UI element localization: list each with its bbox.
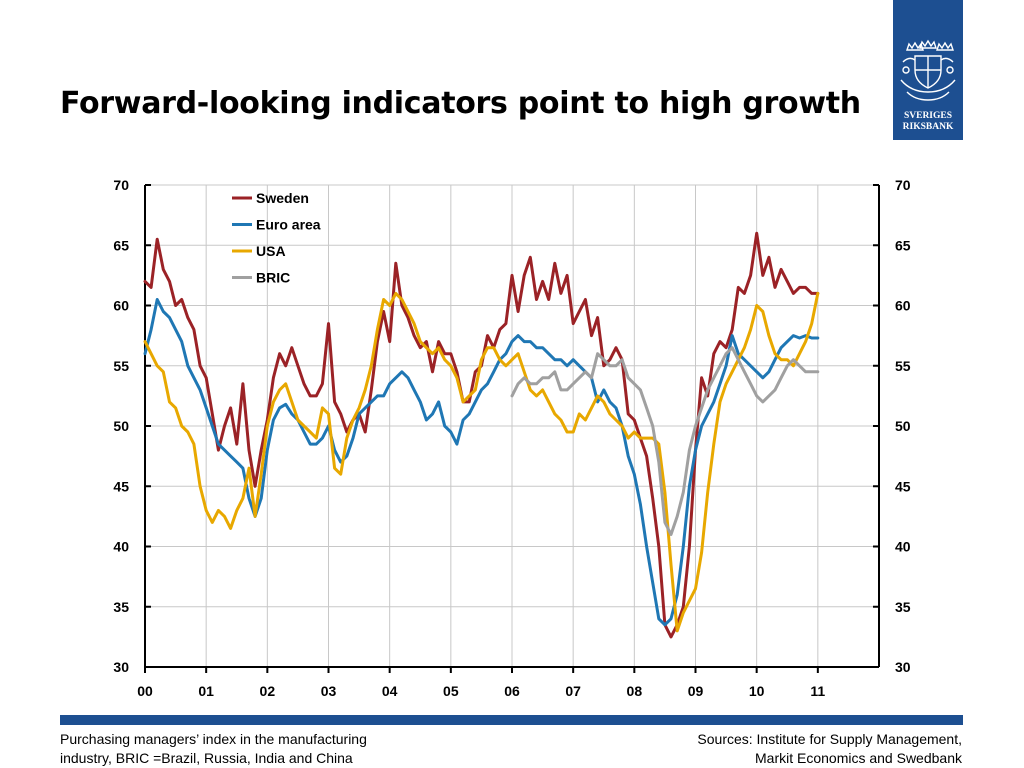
riksbank-crest-icon	[900, 39, 956, 101]
x-tick-label: 07	[565, 683, 581, 699]
y-tick-label-left: 30	[113, 659, 129, 675]
logo-line-2: RIKSBANK	[902, 122, 954, 132]
y-tick-label-right: 40	[895, 539, 911, 555]
y-tick-label-left: 45	[113, 478, 129, 494]
legend-label: Euro area	[256, 217, 321, 233]
x-tick-label: 05	[443, 683, 459, 699]
x-tick-label: 10	[749, 683, 765, 699]
y-tick-label-left: 35	[113, 599, 129, 615]
y-tick-label-left: 40	[113, 539, 129, 555]
sources: Sources: Institute for Supply Management…	[542, 730, 962, 768]
y-tick-label-left: 65	[113, 237, 129, 253]
x-tick-label: 00	[137, 683, 153, 699]
x-tick-label: 11	[810, 683, 825, 699]
x-tick-label: 06	[504, 683, 520, 699]
x-tick-label: 01	[198, 683, 214, 699]
y-tick-label-left: 50	[113, 418, 129, 434]
legend-label: Sweden	[256, 190, 309, 206]
pmi-line-chart: 30 35 40 45 50 55 60 65 70 30 35 40 45 50 55 60 65 70 00 01…	[113, 177, 911, 699]
sources-line-1: Sources: Institute for Supply Management…	[697, 731, 962, 747]
y-tick-label-right: 45	[895, 478, 911, 494]
x-tick-label: 02	[260, 683, 276, 699]
footnote-line-1: Purchasing managers’ index in the manufa…	[60, 731, 367, 747]
footnote: Purchasing managers’ index in the manufa…	[60, 730, 480, 768]
series-line-bric	[510, 346, 820, 536]
footnote-line-2: industry, BRIC =Brazil, Russia, India an…	[60, 750, 353, 766]
y-tick-label-right: 65	[895, 237, 911, 253]
x-tick-label: 04	[382, 683, 398, 699]
legend-label: USA	[256, 243, 286, 259]
y-tick-label-right: 60	[895, 298, 911, 314]
legend-label: BRIC	[256, 270, 290, 286]
x-tick-label: 08	[627, 683, 643, 699]
y-tick-label-right: 70	[895, 177, 911, 193]
y-tick-label-left: 55	[113, 358, 129, 374]
sources-line-2: Markit Economics and Swedbank	[755, 750, 962, 766]
riksbank-logo: SVERIGES RIKSBANK	[893, 0, 963, 140]
logo-line-1: SVERIGES	[903, 111, 953, 121]
series-line-sweden	[143, 231, 820, 639]
y-tick-label-right: 55	[895, 358, 911, 374]
x-tick-label: 03	[321, 683, 337, 699]
series-line-usa	[143, 291, 820, 633]
footer-bar	[60, 715, 963, 725]
y-tick-label-left: 70	[113, 177, 129, 193]
y-tick-label-right: 50	[895, 418, 911, 434]
y-tick-label-right: 35	[895, 599, 911, 615]
y-tick-label-right: 30	[895, 659, 911, 675]
y-tick-label-left: 60	[113, 298, 129, 314]
slide-title: Forward-looking indicators point to high…	[60, 86, 861, 121]
x-tick-label: 09	[688, 683, 704, 699]
